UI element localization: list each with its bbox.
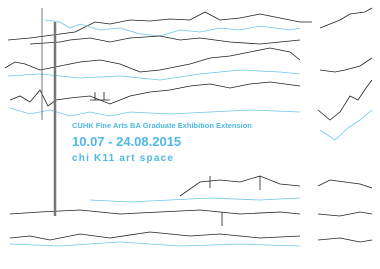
exhibition-venue: chi K11 art space — [72, 153, 174, 164]
background — [0, 0, 380, 269]
exhibition-title: CUHK Fine Arts BA Graduate Exhibition Ex… — [72, 121, 252, 130]
poster: CUHK Fine Arts BA Graduate Exhibition Ex… — [0, 0, 380, 269]
exhibition-dates: 10.07 - 24.08.2015 — [72, 134, 181, 149]
